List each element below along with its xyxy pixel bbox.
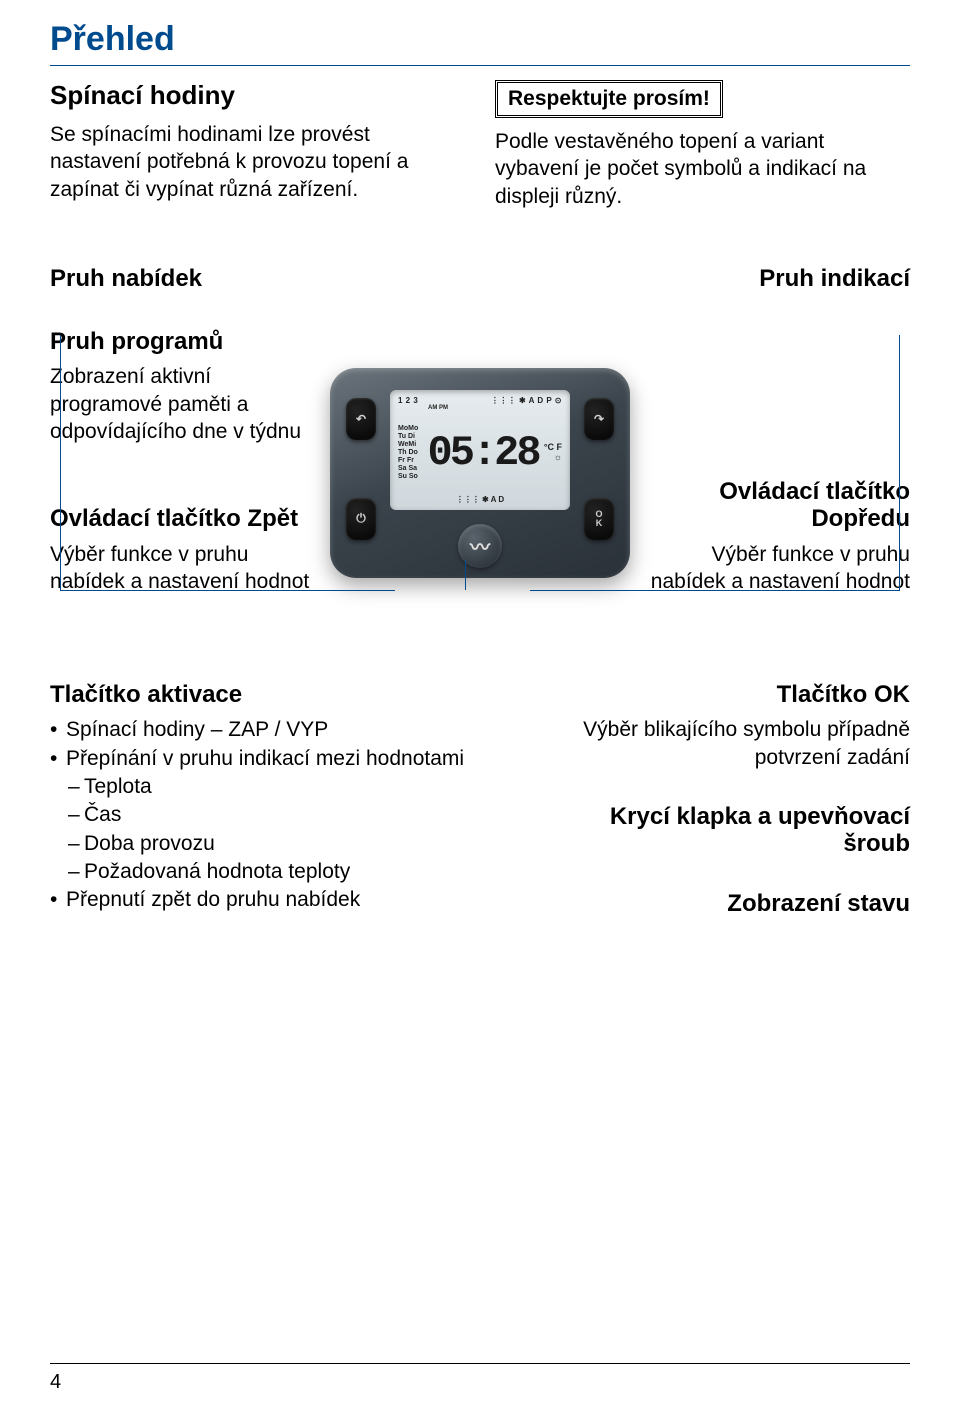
list-item: Čas (68, 801, 491, 829)
device-power-button: ⏻ (346, 498, 376, 540)
bottom-area: Tlačítko aktivace Spínací hodiny – ZAP /… (50, 681, 910, 926)
activate-section: Tlačítko aktivace Spínací hodiny – ZAP /… (50, 681, 491, 926)
intro-row: Spínací hodiny Se spínacími hodinami lze… (50, 80, 910, 210)
screen-bottom-icons: ⋮⋮⋮ ✱ A D (398, 495, 562, 504)
flap-heading: Krycí klapka a upevňovací šroub (571, 803, 910, 858)
device-back-button: ↶ (346, 398, 376, 440)
list-item: Požadovaná hodnota teploty (68, 858, 491, 886)
intro-body: Se spínacími hodinami lze provést nastav… (50, 121, 465, 203)
title-rule (50, 65, 910, 66)
status-heading: Zobrazení stavu (571, 890, 910, 918)
list-item: Doba provozu (68, 830, 491, 858)
screen-days: MoMo Tu Di WeMi Th Do Fr Fr Sa Sa Su So (398, 425, 418, 481)
lead-menu-h (60, 590, 395, 591)
footer-rule (50, 1363, 910, 1364)
device-photo: 1 2 3 ⋮⋮⋮ ✱ A D P ⊙ AM PM MoMo Tu Di WeM… (330, 368, 630, 578)
intro-heading: Spínací hodiny (50, 80, 465, 111)
activate-bullets: Spínací hodiny – ZAP / VYP Přepínání v p… (50, 716, 491, 773)
list-item: Spínací hodiny – ZAP / VYP (50, 716, 491, 744)
forward-button-heading: Ovládací tlačítko Dopředu (642, 478, 910, 533)
page-number: 4 (50, 1371, 61, 1394)
list-item: Přepínání v pruhu indikací mezi hodnotam… (50, 745, 491, 773)
screen-cf: °C F ☼ (544, 443, 562, 463)
activate-heading: Tlačítko aktivace (50, 681, 491, 709)
mid-labels: Pruh nabídek Pruh indikací (50, 265, 910, 293)
back-button-heading: Ovládací tlačítko Zpět (50, 505, 318, 533)
page-title: Přehled (50, 20, 910, 59)
device-screen: 1 2 3 ⋮⋮⋮ ✱ A D P ⊙ AM PM MoMo Tu Di WeM… (390, 390, 570, 510)
intro-left: Spínací hodiny Se spínacími hodinami lze… (50, 80, 465, 210)
activate-bullets-2: Přepnutí zpět do pruhu nabídek (50, 886, 491, 914)
programs-body: Zobrazení aktivní programové paměti a od… (50, 363, 318, 445)
menu-bar-label: Pruh nabídek (50, 265, 480, 293)
lead-ind-drop (465, 560, 466, 590)
lead-ind-h (530, 590, 900, 591)
indicator-bar-label: Pruh indikací (480, 265, 910, 293)
forward-button-body: Výběr funkce v pruhu nabídek a nastavení… (642, 541, 910, 596)
notice-box: Respektujte prosím! (495, 80, 723, 118)
ok-k: K (596, 519, 603, 528)
screen-clock: 05:28 (422, 429, 544, 477)
ok-heading: Tlačítko OK (571, 681, 910, 709)
activate-dashes: Teplota Čas Doba provozu Požadovaná hodn… (50, 773, 491, 886)
list-item: Přepnutí zpět do pruhu nabídek (50, 886, 491, 914)
screen-top-icons: ⋮⋮⋮ ✱ A D P ⊙ (491, 396, 562, 405)
list-item: Teplota (68, 773, 491, 801)
programs-heading: Pruh programů (50, 328, 318, 356)
lead-ind-v (899, 335, 900, 590)
intro-right-body: Podle vestavěného topení a variant vybav… (495, 128, 910, 210)
center-stage: Pruh programů Zobrazení aktivní programo… (50, 328, 910, 596)
left-column: Pruh programů Zobrazení aktivní programo… (50, 328, 318, 596)
screen-top-nums: 1 2 3 (398, 396, 418, 405)
right-column: Ovládací tlačítko Dopředu Výběr funkce v… (642, 328, 910, 596)
device-ok-button: O K (584, 498, 614, 540)
device-forward-button: ↷ (584, 398, 614, 440)
intro-right: Respektujte prosím! Podle vestavěného to… (495, 80, 910, 210)
device-column: 1 2 3 ⋮⋮⋮ ✱ A D P ⊙ AM PM MoMo Tu Di WeM… (330, 328, 630, 578)
ok-body: Výběr blikajícího symbolu případně potvr… (571, 716, 910, 771)
right-bottom-sections: Tlačítko OK Výběr blikajícího symbolu př… (571, 681, 910, 926)
lead-menu-v (60, 335, 61, 590)
back-button-body: Výběr funkce v pruhu nabídek a nastavení… (50, 541, 318, 596)
